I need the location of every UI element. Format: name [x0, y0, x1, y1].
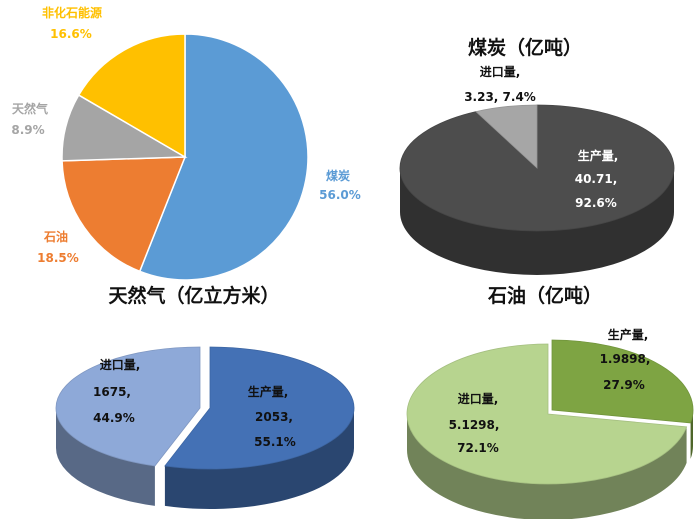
- coal-pie: [399, 104, 675, 275]
- pie-side-1-0: [407, 414, 687, 519]
- nonfossil-share-value: 16.6%: [50, 27, 92, 41]
- oil-chart-title: 石油（亿吨）: [487, 284, 602, 307]
- coal-share-value: 56.0%: [319, 188, 361, 202]
- oil-import-label: 进口量,: [458, 391, 499, 406]
- oil-share-value: 18.5%: [37, 251, 79, 265]
- coal-production-value: 40.71,: [575, 172, 618, 186]
- pie-side-0-0: [164, 408, 354, 509]
- gas-production-value: 2053,: [255, 410, 293, 424]
- oil-production-value: 1.9898,: [600, 352, 651, 366]
- coal-production-pct: 92.6%: [575, 196, 617, 210]
- pie-slice-1: [61, 156, 187, 273]
- coal-import-value: 3.23, 7.4%: [464, 90, 536, 104]
- gas-production-pct: 55.1%: [254, 435, 296, 449]
- gas-import-value: 1675,: [93, 385, 131, 399]
- pie-slice-0: [138, 33, 309, 281]
- oil-production-pct: 27.9%: [603, 378, 645, 392]
- gas-import-pct: 44.9%: [93, 411, 135, 425]
- oil-share-label: 石油: [43, 229, 68, 244]
- gas-pie: [55, 346, 355, 509]
- nonfossil-share-label: 非化石能源: [42, 5, 102, 20]
- pie-slice-3: [77, 33, 186, 159]
- gas-import-label: 进口量,: [100, 357, 141, 372]
- coal-production-label: 生产量,: [578, 148, 619, 163]
- coal-chart-title: 煤炭（亿吨）: [468, 36, 582, 59]
- pie-side-0-0: [400, 168, 674, 275]
- gas-chart-title: 天然气（亿立方米）: [108, 284, 279, 307]
- oil-import-value: 5.1298,: [449, 418, 500, 432]
- pie-slice-0: [551, 339, 694, 424]
- oil-pie: [406, 339, 694, 519]
- coal-import-label: 进口量,: [480, 64, 521, 79]
- gas-share-value: 8.9%: [11, 123, 44, 137]
- energy-mix-pie: [61, 33, 309, 281]
- gas-share-label: 天然气: [12, 101, 48, 116]
- pie-slice-1: [406, 343, 688, 485]
- pie-slice-0: [164, 346, 355, 470]
- oil-production-label: 生产量,: [608, 327, 649, 342]
- pie-slice-1: [55, 346, 201, 467]
- coal-share-label: 煤炭: [326, 168, 350, 183]
- gas-production-label: 生产量,: [248, 384, 289, 399]
- pie-slice-1: [475, 104, 538, 169]
- oil-import-pct: 72.1%: [457, 441, 499, 455]
- pie-side-1-0: [56, 408, 155, 506]
